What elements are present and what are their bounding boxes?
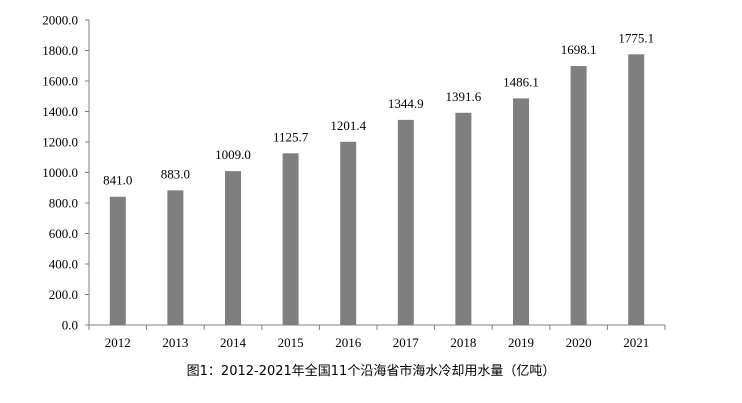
x-category-label: 2019 [508, 335, 534, 350]
figure-caption: 图1：2012-2021年全国11个沿海省市海水冷却用水量（亿吨） [186, 364, 556, 379]
x-category-label: 2021 [623, 335, 649, 350]
y-tick-label: 1000.0 [42, 165, 78, 180]
data-label-2015: 1125.7 [273, 129, 309, 144]
data-label-2018: 1391.6 [446, 89, 482, 104]
x-category-label: 2015 [278, 335, 304, 350]
y-axis: 0.0 200.0 400.0 600.0 800.0 1000.0 1200.0 1400.… [42, 13, 90, 333]
bar-2020 [570, 66, 587, 326]
data-label-2013: 883.0 [161, 166, 190, 181]
data-label-2016: 1201.4 [330, 118, 366, 133]
bar-2015 [282, 153, 299, 325]
bars [109, 54, 645, 326]
bar-2013 [167, 190, 184, 325]
bar-2019 [513, 98, 529, 325]
data-label-2014: 1009.0 [215, 147, 251, 162]
bar-2014 [225, 171, 241, 325]
x-category-label: 2013 [162, 335, 188, 350]
y-tick-label: 1600.0 [42, 74, 78, 89]
data-label-2020: 1698.1 [561, 42, 597, 57]
bar-2017 [397, 119, 414, 326]
bar-2016 [340, 141, 357, 325]
bar-2021 [628, 54, 645, 326]
bar-chart: 0.0 200.0 400.0 600.0 800.0 1000.0 1200.0 1400.… [42, 13, 666, 350]
y-tick-label: 1200.0 [42, 135, 78, 150]
y-tick-label: 1400.0 [42, 104, 78, 119]
bar-2012 [109, 196, 126, 325]
y-tick-label: 400.0 [49, 257, 78, 272]
data-label-2021: 1775.1 [618, 30, 654, 45]
y-tick-label: 2000.0 [42, 13, 78, 28]
x-axis: 2012 2013 2014 2015 2016 2017 2018 2019 2020 2021 [88, 324, 666, 350]
data-labels: 841.0 883.0 1009.0 1125.7 1201.4 1344.9 1391.6… [103, 30, 654, 187]
y-tick-label: 200.0 [49, 287, 78, 302]
y-tick-label: 0.0 [62, 318, 78, 333]
x-category-label: 2018 [450, 335, 476, 350]
y-tick-label: 800.0 [49, 196, 78, 211]
x-category-label: 2016 [335, 335, 362, 350]
x-category-label: 2014 [220, 335, 247, 350]
data-label-2017: 1344.9 [388, 96, 424, 111]
x-category-label: 2017 [393, 335, 420, 350]
data-label-2019: 1486.1 [503, 74, 539, 89]
bar-2018 [455, 112, 472, 325]
y-tick-label: 1800.0 [42, 43, 78, 58]
x-category-label: 2020 [566, 335, 592, 350]
y-tick-label: 600.0 [49, 226, 78, 241]
x-category-label: 2012 [105, 335, 131, 350]
data-label-2012: 841.0 [103, 173, 132, 188]
